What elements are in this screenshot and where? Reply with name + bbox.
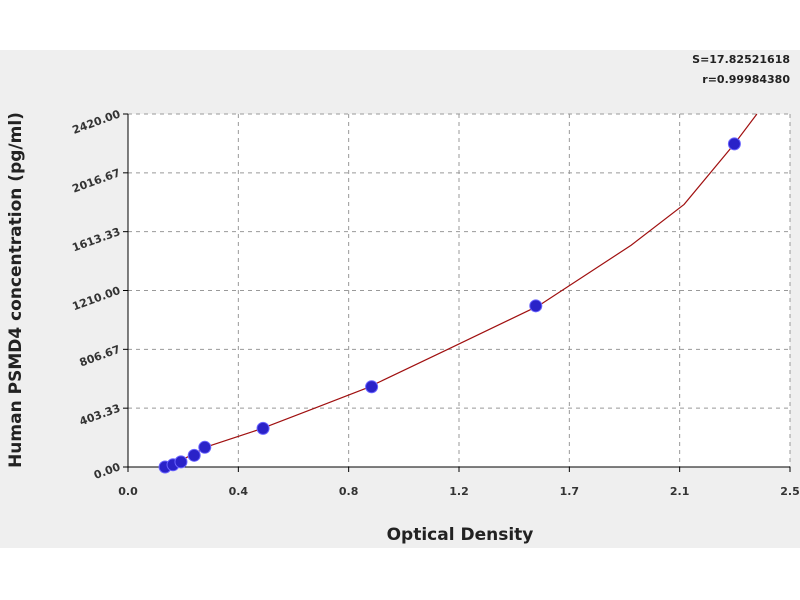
data-point: [198, 440, 212, 454]
annotation: S=17.82521618: [692, 53, 790, 66]
annotation: r=0.99984380: [702, 73, 790, 86]
data-point: [256, 421, 270, 435]
x-tick-label: 0.8: [339, 485, 359, 498]
y-axis-title: Human PSMD4 concentration (pg/ml): [6, 112, 26, 468]
x-tick-label: 0.0: [118, 485, 138, 498]
data-point: [365, 380, 379, 394]
data-point: [727, 137, 741, 151]
x-tick-label: 1.2: [449, 485, 469, 498]
data-point: [174, 455, 188, 469]
x-tick-label: 1.7: [560, 485, 580, 498]
x-tick-label: 2.5: [780, 485, 800, 498]
x-tick-label: 2.1: [670, 485, 690, 498]
data-point: [187, 448, 201, 462]
x-axis-title: Optical Density: [387, 525, 534, 545]
x-tick-label: 0.4: [229, 485, 249, 498]
data-point: [529, 299, 543, 313]
